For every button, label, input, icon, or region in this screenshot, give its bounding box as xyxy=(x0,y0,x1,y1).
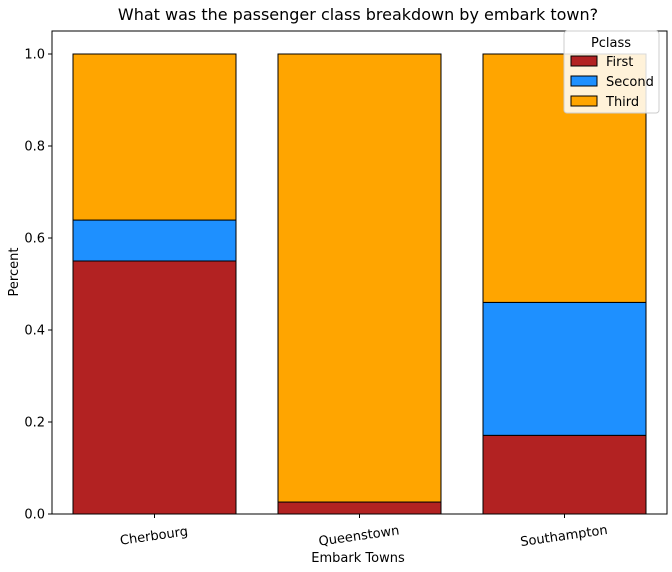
y-tick-label: 0.6 xyxy=(24,232,45,247)
bar-second-cherbourg xyxy=(72,219,237,262)
y-tick-label: 0.4 xyxy=(24,324,45,339)
legend-label-first: First xyxy=(606,55,633,70)
x-tick-label: Southampton xyxy=(519,523,608,550)
bars-layer xyxy=(72,53,647,515)
bar-first-cherbourg xyxy=(72,260,237,515)
y-tick-label: 1.0 xyxy=(24,48,45,63)
legend-swatch-first xyxy=(570,55,598,67)
x-tick-label: Cherbourg xyxy=(119,524,189,548)
legend-swatch-second xyxy=(570,75,598,87)
y-tick-label: 0.8 xyxy=(24,140,45,155)
legend-title: Pclass xyxy=(591,36,631,51)
chart-title: What was the passenger class breakdown b… xyxy=(118,5,598,24)
bar-third-cherbourg xyxy=(72,53,237,221)
legend-label-third: Third xyxy=(605,95,639,110)
y-axis-label: Percent xyxy=(7,248,22,297)
y-tick-label: 0.0 xyxy=(24,508,45,523)
legend-label-second: Second xyxy=(606,75,654,90)
y-tick-label: 0.2 xyxy=(24,416,45,431)
legend-swatch-third xyxy=(570,95,598,107)
x-axis: Cherbourg Queenstown Southampton xyxy=(119,514,609,550)
bar-second-southampton xyxy=(482,301,647,436)
bar-first-queenstown xyxy=(277,501,442,515)
legend: Pclass First Second Third xyxy=(563,30,660,114)
x-tick-label: Queenstown xyxy=(318,523,401,549)
y-axis: 0.0 0.2 0.4 0.6 0.8 1.0 xyxy=(24,48,52,523)
bar-third-queenstown xyxy=(277,53,442,503)
legend-box xyxy=(563,30,660,114)
x-axis-label: Embark Towns xyxy=(311,551,405,566)
bar-first-southampton xyxy=(482,434,647,515)
